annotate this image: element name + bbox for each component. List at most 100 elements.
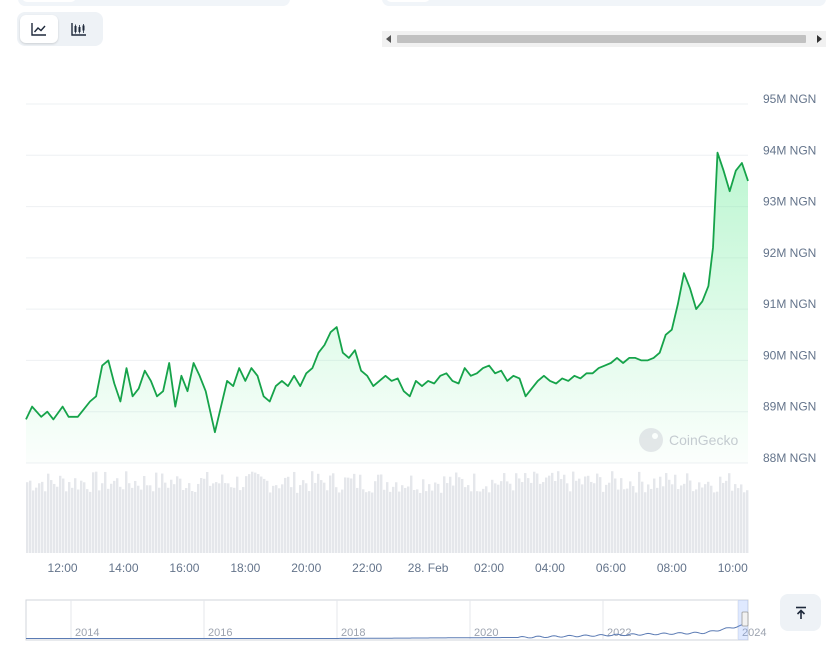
scroll-left-button[interactable]: [382, 31, 396, 47]
volume-bar: [734, 484, 737, 553]
y-axis: 88M NGN 89M NGN 90M NGN 91M NGN 92M NGN 93M N…: [763, 92, 816, 465]
volume-bar: [293, 471, 296, 553]
volume-bar: [158, 487, 161, 553]
volume-bar: [677, 489, 680, 553]
volume-bar: [632, 486, 635, 553]
volume-bar: [149, 485, 152, 553]
navigator-handle[interactable]: [741, 611, 749, 627]
volume-bar: [221, 474, 224, 553]
volume-bar: [719, 476, 722, 553]
volume-bar: [59, 475, 62, 553]
navigator-tick-label: 2020: [474, 627, 498, 639]
candlestick-chart-button[interactable]: [60, 15, 98, 43]
volume-bar: [275, 485, 278, 553]
volume-bar: [518, 478, 521, 553]
volume-bar: [137, 485, 140, 553]
volume-bar: [128, 483, 131, 553]
time-range-tabs: [18, 0, 290, 6]
caret-right-icon: [817, 35, 822, 43]
volume-bar: [389, 491, 392, 553]
volume-bar: [122, 489, 125, 553]
volume-bar: [47, 473, 50, 553]
volume-bar: [314, 482, 317, 553]
chart-range-tabs: [382, 0, 826, 6]
volume-bar: [488, 492, 491, 553]
scroll-right-button[interactable]: [812, 31, 826, 47]
volume-bar: [200, 478, 203, 553]
volume-bar: [362, 489, 365, 553]
x-tick-label: 28. Feb: [408, 561, 449, 575]
volume-bar: [572, 471, 575, 553]
navigator-frame: [25, 599, 749, 641]
x-tick-label: 20:00: [291, 561, 321, 575]
chart-range-tab-selected[interactable]: [386, 0, 430, 2]
volume-bar: [104, 471, 107, 553]
range-scrollbar[interactable]: [382, 31, 826, 47]
volume-bar: [278, 488, 281, 553]
volume-bar: [533, 471, 536, 553]
volume-bar: [317, 473, 320, 553]
volume-bar: [146, 485, 149, 553]
volume-bar: [74, 478, 77, 553]
volume-bar: [575, 480, 578, 553]
y-tick-label: 90M NGN: [763, 348, 816, 362]
volume-bar: [299, 485, 302, 553]
scrollbar-thumb[interactable]: [397, 35, 806, 43]
volume-bar: [662, 486, 665, 553]
volume-bar: [701, 487, 704, 553]
volume-bar: [743, 492, 746, 553]
volume-bar: [458, 477, 461, 553]
volume-bar: [344, 477, 347, 553]
volume-bar: [476, 491, 479, 553]
volume-bar: [641, 481, 644, 553]
volume-bar: [527, 478, 530, 553]
volume-bar: [713, 492, 716, 553]
volume-bar: [290, 487, 293, 553]
volume-bar: [416, 489, 419, 553]
volume-bar: [629, 481, 632, 553]
watermark-text: CoinGecko: [669, 432, 738, 448]
volume-bar: [425, 491, 428, 553]
volume-bar: [740, 484, 743, 553]
volume-bar: [530, 482, 533, 553]
coingecko-watermark: CoinGecko: [639, 428, 738, 452]
x-tick-label: 08:00: [657, 561, 687, 575]
volume-bar: [284, 477, 287, 553]
navigator: 2014 2016 2018 2020 2022 2024: [25, 599, 766, 641]
volume-bar: [716, 491, 719, 553]
time-range-tab-selected[interactable]: [22, 0, 76, 2]
volume-bar: [227, 483, 230, 553]
scroll-to-top-button[interactable]: [780, 594, 821, 631]
volume-bar: [401, 485, 404, 553]
volume-bar: [269, 492, 272, 553]
volume-bar: [179, 478, 182, 553]
volume-bar: [692, 491, 695, 553]
volume-bar: [203, 478, 206, 553]
volume-bar: [689, 480, 692, 553]
line-chart-button[interactable]: [20, 15, 58, 43]
x-tick-label: 18:00: [230, 561, 260, 575]
x-tick-label: 14:00: [108, 561, 138, 575]
volume-bar: [338, 492, 341, 553]
volume-bar: [506, 481, 509, 553]
volume-bar: [545, 477, 548, 553]
volume-bar: [566, 483, 569, 553]
volume-bar: [272, 485, 275, 553]
volume-bar: [647, 484, 650, 553]
volume-bar: [599, 477, 602, 553]
volume-bar: [140, 489, 143, 553]
x-tick-label: 06:00: [596, 561, 626, 575]
volume-bar: [581, 484, 584, 553]
volume-bar: [167, 487, 170, 553]
x-tick-label: 16:00: [169, 561, 199, 575]
volume-bar: [710, 485, 713, 553]
volume-bar: [728, 473, 731, 553]
volume-bar: [602, 491, 605, 553]
volume-bar: [596, 473, 599, 553]
volume-bar: [467, 485, 470, 553]
x-tick-label: 12:00: [48, 561, 78, 575]
y-tick-label: 94M NGN: [763, 143, 816, 157]
volume-bar: [365, 492, 368, 553]
volume-bar: [86, 489, 89, 553]
volume-bar: [524, 473, 527, 553]
